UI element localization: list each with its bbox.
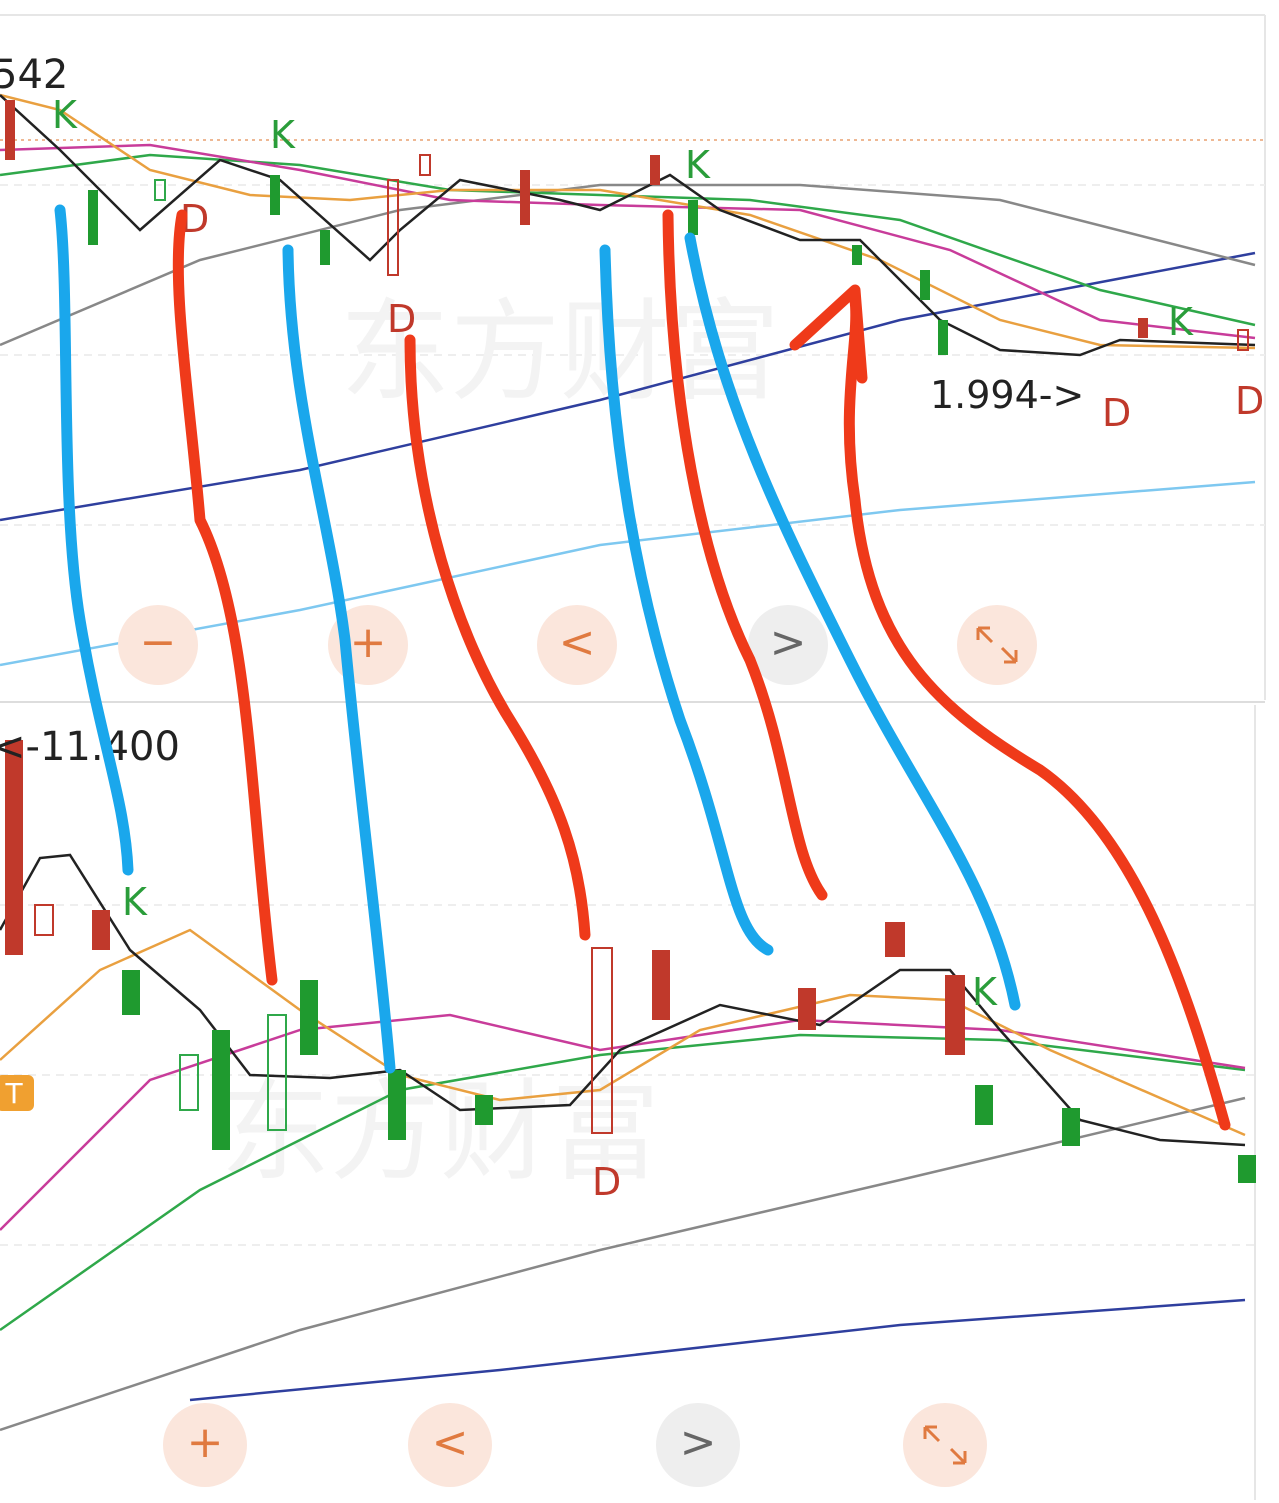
- button-bg[interactable]: [118, 605, 198, 685]
- candle: [300, 980, 318, 1055]
- top-panel: 东方财富 542 K D K D K D: [0, 14, 1266, 703]
- zoom-out-button[interactable]: −: [140, 617, 177, 668]
- button-bg[interactable]: [537, 605, 617, 685]
- k-marker: K: [122, 880, 148, 924]
- price-label: <-11.400: [0, 724, 180, 770]
- candle: [1237, 329, 1249, 351]
- k-marker: K: [52, 93, 78, 137]
- watermark: 东方财富: [220, 1068, 660, 1196]
- ma-line: [0, 94, 1256, 357]
- blue-stroke: [599, 244, 774, 956]
- next-button[interactable]: >: [680, 1417, 717, 1468]
- button-bg[interactable]: [656, 1403, 740, 1487]
- button-bg[interactable]: [748, 605, 828, 685]
- candle: [852, 245, 862, 265]
- d-marker: D: [1102, 391, 1131, 435]
- ma-line: [0, 1013, 1246, 1231]
- low-label: 1.994->: [930, 373, 1084, 417]
- candle: [945, 975, 965, 1055]
- k-marker: K: [972, 970, 998, 1014]
- prev-button[interactable]: <: [559, 617, 596, 668]
- candle: [122, 970, 140, 1015]
- t-badge-text: T: [4, 1077, 23, 1110]
- blue-stroke: [684, 232, 1021, 1011]
- candle: [650, 155, 660, 185]
- candle: [1238, 1155, 1256, 1183]
- d-marker: D: [387, 297, 416, 341]
- button-bg[interactable]: [163, 1403, 247, 1487]
- candle: [5, 740, 23, 955]
- candle: [885, 922, 905, 957]
- d-marker: D: [592, 1160, 621, 1204]
- zoom-in-button[interactable]: +: [350, 617, 387, 668]
- candle: [212, 1030, 230, 1150]
- ma-line: [0, 853, 1246, 1147]
- red-arrow: [789, 284, 1231, 1131]
- d-marker: D: [1235, 379, 1264, 423]
- blue-stroke: [282, 244, 396, 1074]
- candle: [798, 988, 816, 1030]
- candle: [1062, 1108, 1080, 1146]
- ma-line: [0, 183, 1256, 347]
- candle: [591, 947, 613, 1134]
- k-marker: K: [685, 143, 711, 187]
- zoom-in-button[interactable]: +: [187, 1417, 224, 1468]
- ma-line: [0, 928, 1246, 1137]
- t-badge: [0, 1075, 34, 1111]
- candle: [920, 270, 930, 300]
- candle: [520, 170, 530, 225]
- candles: [5, 100, 1249, 355]
- candle: [387, 179, 399, 276]
- fullscreen-icon: [923, 1425, 967, 1465]
- red-stroke: [662, 209, 828, 901]
- candle: [320, 230, 330, 265]
- candle: [5, 100, 15, 160]
- fullscreen-button[interactable]: [957, 605, 1037, 685]
- red-stroke: [404, 334, 591, 941]
- candle: [475, 1095, 493, 1125]
- candle: [34, 904, 54, 936]
- price-label: 542: [0, 52, 68, 98]
- candle: [419, 154, 431, 176]
- candle: [1138, 318, 1148, 338]
- blue-stroke: [54, 204, 134, 876]
- ma-line: [0, 480, 1256, 667]
- candle: [88, 190, 98, 245]
- annotations: [54, 204, 1231, 1131]
- ma-line: [0, 1033, 1246, 1332]
- candles: [5, 740, 1256, 1183]
- red-stroke: [172, 209, 278, 986]
- fullscreen-icon: [976, 626, 1018, 664]
- ma-line: [0, 153, 1256, 327]
- candle: [652, 950, 670, 1020]
- fullscreen-button[interactable]: [903, 1403, 987, 1487]
- candle: [688, 200, 698, 235]
- ma-line: [0, 1096, 1246, 1432]
- button-bg[interactable]: [408, 1403, 492, 1487]
- candle: [975, 1085, 993, 1125]
- candle: [270, 175, 280, 215]
- next-button[interactable]: >: [770, 617, 807, 668]
- k-marker: K: [1168, 300, 1194, 344]
- k-marker: K: [270, 113, 296, 157]
- bottom-panel: 东方财富 <-11.400 K D: [0, 705, 1256, 1500]
- candle: [154, 179, 166, 201]
- candle: [388, 1070, 406, 1140]
- prev-button[interactable]: <: [432, 1417, 469, 1468]
- ma-line: [189, 1298, 1246, 1402]
- ma-line: [0, 143, 1256, 340]
- candle: [267, 1014, 287, 1131]
- candle: [92, 910, 110, 950]
- candle: [179, 1054, 199, 1111]
- candle: [938, 320, 948, 355]
